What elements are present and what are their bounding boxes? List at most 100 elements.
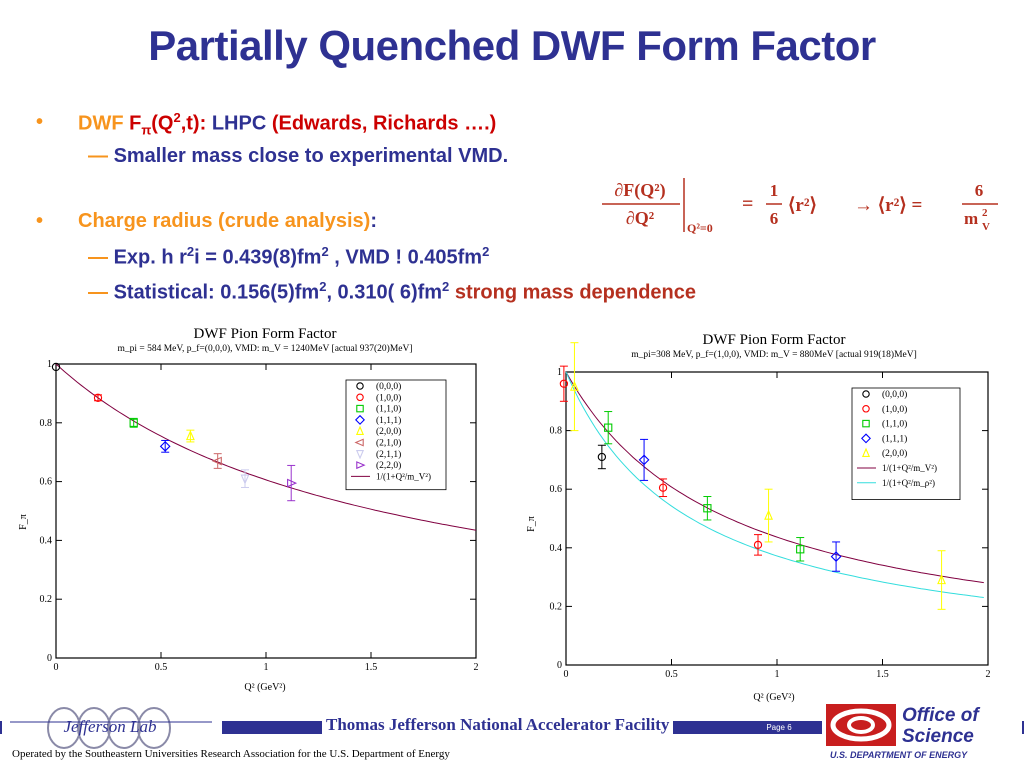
legend-label: (2,0,0) [376,426,401,437]
x-tick-label: 0.5 [665,669,678,680]
formula-text: Q²=0 [687,221,713,235]
form-factor-chart-right: DWF Pion Form Factor m_pi=308 MeV, p_f=(… [526,332,991,703]
bullet-text: 2 [173,110,181,125]
y-tick-label: 0.2 [550,601,563,612]
sub-bullet-text: 2 [186,244,195,259]
data-point [240,474,250,485]
chart-title: DWF Pion Form Factor [194,326,337,342]
logo-text: Office of [902,705,980,726]
data-point [703,504,712,513]
x-tick-label: 2 [474,662,479,673]
y-tick-label: 0.4 [40,535,53,546]
x-tick-label: 1 [264,662,269,673]
x-axis-label: Q² (GeV²) [753,692,794,703]
legend-label: (1,0,0) [376,392,401,403]
legend-label: (2,1,1) [376,449,401,460]
legend-marker [355,414,365,425]
legend-marker [356,393,364,402]
bullet-dot: • [36,111,44,133]
x-tick-label: 1.5 [365,662,378,673]
x-tick-label: 0 [564,669,569,680]
office-of-science-logo: Office of Science U.S. DEPARTMENT OF ENE… [822,700,1022,762]
x-tick-label: 0.5 [155,662,168,673]
legend-marker [356,382,364,390]
sub-bullet-text: Statistical: 0.156(5)fm [113,281,320,304]
formula-text: → ⟨r²⟩ = [854,195,922,216]
data-point [129,418,138,427]
sub-bullet-mass: — Smaller mass close to experimental VMD… [88,145,508,168]
x-tick-label: 1 [775,669,780,680]
legend-label: (0,0,0) [376,381,401,392]
bullet-text: DWF [78,112,130,135]
y-tick-label: 0 [47,653,52,664]
data-point [764,509,774,520]
bullet-text: : [370,210,377,232]
legend-marker [862,419,870,428]
data-point [937,574,947,585]
sub-bullet-statistical: — Statistical: 0.156(5)fm2, 0.310( 6)fm2… [88,279,696,305]
legend-marker [355,450,365,460]
y-axis-label: F_π [18,514,29,530]
x-tick-label: 2 [986,669,991,680]
bullet-text: (Edwards, Richards ….) [271,112,497,135]
sub-bullet-text: 2 [482,244,490,259]
sub-bullet-text: , 0.310( 6)fm [326,281,443,304]
vmd-curve [565,371,984,598]
legend-label: (1,1,0) [376,404,401,415]
sub-bullet-text: i = 0.439(8)fm [194,246,322,269]
legend-label: (2,1,0) [376,438,401,449]
dash: — [88,246,114,269]
data-point [830,551,842,562]
sub-bullet-exp: — Exp. h r2i = 0.439(8)fm2 , VMD ! 0.405… [88,244,489,270]
legend-marker [356,404,364,413]
data-point [159,440,171,452]
data-point [287,478,298,488]
bullet-charge-radius: Charge radius (crude analysis): [78,210,377,233]
formula-text: 1 [770,181,779,200]
dash: — [88,145,114,167]
sub-bullet-text: 2 [442,279,450,294]
slide-title: Partially Quenched DWF Form Factor [148,22,876,69]
legend-label: 1/(1+Q²/m_V²) [376,471,431,481]
x-axis-label: Q² (GeV²) [244,682,285,693]
legend-marker [862,405,870,413]
data-point [597,452,607,462]
legend-marker [355,425,365,435]
legend-label: (1,1,1) [376,415,401,426]
logo-wordmark: Jefferson Lab [63,717,156,736]
data-point [93,393,103,402]
y-tick-label: 0.8 [40,418,53,429]
legend-marker [354,438,364,447]
data-point [185,430,195,441]
data-point [658,483,668,492]
sub-bullet-text: Smaller mass close to experimental VMD. [113,145,509,167]
data-point [604,423,613,432]
legend-box [851,387,961,500]
chart-subtitle: m_pi=308 MeV, p_f=(1,0,0), VMD: m_V = 88… [631,349,917,360]
legend-marker [861,433,871,444]
legend-label: (0,0,0) [882,389,907,400]
operated-by-note: Operated by the Southeastern Universitie… [12,748,450,760]
sub-bullet-text: Exp. h r [113,246,187,269]
formula-text: V [982,221,990,233]
chart-title: DWF Pion Form Factor [703,332,846,348]
bullet-text: Charge radius (crude analysis) [78,210,371,232]
bullet-dot: • [36,210,44,232]
logo-text: U.S. DEPARTMENT OF ENERGY [830,750,968,760]
sub-bullet-text: , VMD ! 0.405fm [328,246,483,269]
formula-text: ⟨r²⟩ [788,195,817,216]
data-point [796,545,805,554]
vmd-curve [565,371,984,584]
data-point [51,362,61,372]
legend-label: 1/(1+Q²/m_ρ²) [882,478,935,488]
sub-bullet-text: 2 [319,279,327,294]
legend-marker [356,461,366,470]
sub-bullet-text: 2 [321,244,329,259]
bullet-dwf: DWF Fπ(Q2,t): LHPC (Edwards, Richards ….… [78,110,496,138]
y-axis-label: F_π [526,516,537,532]
sub-bullet-text: strong mass dependence [449,281,697,304]
data-point [753,540,763,550]
chart-subtitle: m_pi = 584 MeV, p_f=(0,0,0), VMD: m_V = … [117,343,412,354]
formula-text: 2 [982,207,988,219]
y-tick-label: 0.8 [550,426,563,437]
